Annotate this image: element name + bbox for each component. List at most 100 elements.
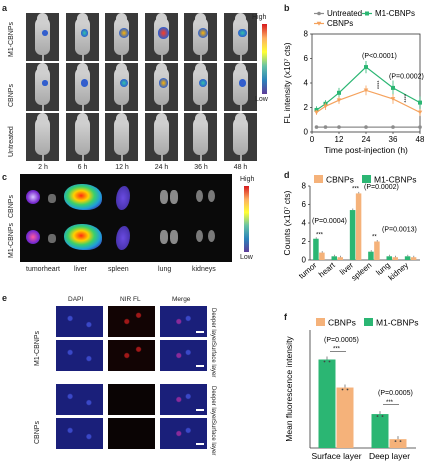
mouse-image xyxy=(184,13,217,61)
lung-organ xyxy=(170,190,178,204)
mouse-head xyxy=(195,13,206,24)
spleen-organ xyxy=(116,186,130,210)
y-tick-label: 0 xyxy=(304,128,309,137)
tumor-organ xyxy=(26,190,40,204)
mouse-body xyxy=(193,117,208,155)
panel-c-row-label: M1-CBNPs xyxy=(8,222,15,258)
panel-a-time-label: 6 h xyxy=(77,164,88,171)
panel-a-time-label: 12 h xyxy=(115,164,129,171)
x-tick-label: 12 xyxy=(335,135,344,144)
fluorescence-signal xyxy=(42,80,48,86)
data-point xyxy=(323,125,328,129)
mouse-head xyxy=(155,13,167,24)
category-label: kidney xyxy=(387,261,410,283)
panel-c-organ-label: spleen xyxy=(108,266,129,273)
x-tick-label: 24 xyxy=(362,135,371,144)
legend-marker xyxy=(317,11,321,16)
panel-a-time-label: 36 h xyxy=(194,164,208,171)
p-value-annotation: (P=0.0002) xyxy=(389,74,424,81)
mouse-image xyxy=(184,63,217,111)
bar xyxy=(392,257,398,260)
fluorescence-signal xyxy=(119,78,129,88)
bar xyxy=(349,210,356,260)
legend-label: M1-CBNPs xyxy=(375,9,415,18)
plot-frame xyxy=(311,33,421,133)
fluorescence-signal xyxy=(42,30,48,36)
panel-c-organ-label: lung xyxy=(158,266,172,273)
bar xyxy=(337,257,343,260)
legend-label: CBNPs xyxy=(327,19,353,28)
p-value-annotation: (P=0.0002) xyxy=(364,184,399,191)
category-label: Deep layer xyxy=(369,451,410,461)
bar xyxy=(318,359,336,448)
data-point xyxy=(391,125,395,129)
mouse-tail xyxy=(121,153,123,161)
lung-organ xyxy=(160,230,168,244)
x-tick-label: 48 xyxy=(416,135,424,144)
mouse-tail xyxy=(81,153,84,161)
legend-label: M1-CBNPs xyxy=(374,175,417,185)
microscopy-image xyxy=(108,384,155,415)
data-point xyxy=(417,110,423,115)
category-label: tumor xyxy=(297,260,319,280)
legend-marker xyxy=(316,21,322,26)
mouse-tail xyxy=(42,153,44,161)
bar xyxy=(355,193,362,260)
panel-c-label: c xyxy=(2,172,8,182)
microscopy-image xyxy=(56,306,103,337)
mouse-head xyxy=(155,63,167,74)
mouse-image xyxy=(144,113,178,161)
kidney-organ xyxy=(208,230,215,242)
panel-c-colorbar xyxy=(244,186,249,252)
microscopy-image xyxy=(56,418,103,449)
mouse-body xyxy=(74,117,90,155)
mouse-head xyxy=(37,63,48,74)
panel-e-layer-label: Surface layer xyxy=(210,420,216,456)
x-tick-label: 36 xyxy=(389,135,398,144)
mouse-head xyxy=(234,63,246,74)
legend-swatch xyxy=(362,175,371,183)
fluorescence-signal xyxy=(80,79,89,87)
panel-c-organ-label: tumor xyxy=(26,266,44,273)
mouse-image xyxy=(26,13,59,61)
data-point xyxy=(336,98,342,103)
mouse-head xyxy=(155,113,167,124)
fluorescence-signal xyxy=(157,27,170,39)
kidney-organ xyxy=(208,190,215,202)
panel-b-label: b xyxy=(284,3,290,13)
mouse-head xyxy=(116,63,127,74)
bar xyxy=(313,238,319,260)
mouse-tail xyxy=(239,153,242,161)
panel-c-row-label: CBNPs xyxy=(8,195,15,218)
panel-c-organ-label: heart xyxy=(44,266,60,273)
mouse-body xyxy=(35,17,50,55)
legend-label: CBNPs xyxy=(328,318,356,328)
bar xyxy=(336,387,354,448)
mouse-image xyxy=(184,113,217,161)
mouse-body xyxy=(153,117,169,155)
panel-c-organ-label: kidneys xyxy=(192,266,216,273)
fluorescence-signal xyxy=(158,78,169,88)
mouse-tail xyxy=(121,53,123,61)
scale-bar xyxy=(196,365,204,367)
kidney-organ xyxy=(196,190,203,202)
bar xyxy=(389,439,407,448)
legend-label: Untreated xyxy=(327,9,362,18)
mouse-tail xyxy=(200,53,202,61)
significance-stars: *** xyxy=(333,347,341,353)
panel-c-colorbar-low: Low xyxy=(240,254,253,261)
liver-organ xyxy=(64,184,102,210)
replicate-dot xyxy=(323,360,326,363)
bar xyxy=(374,241,380,260)
panel-f-label: f xyxy=(284,312,287,322)
mouse-tail xyxy=(160,103,163,111)
panel-c-colorbar-high: High xyxy=(240,176,255,183)
category-label: heart xyxy=(317,260,337,279)
bar xyxy=(386,256,392,260)
fluorescence-signal xyxy=(197,27,209,39)
mouse-image xyxy=(26,63,59,111)
kidney-organ xyxy=(196,230,203,242)
replicate-dot xyxy=(399,440,402,443)
